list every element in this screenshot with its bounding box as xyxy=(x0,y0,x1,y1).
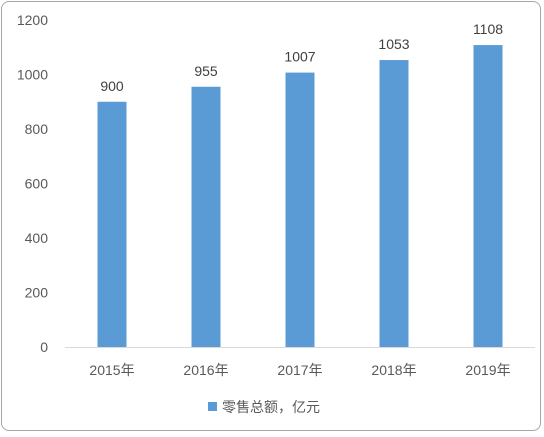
y-tick-label: 0 xyxy=(40,339,48,355)
y-tick-label: 1200 xyxy=(17,12,48,28)
x-axis: 2015年 2016年 2017年 2018年 2019年 xyxy=(89,362,510,378)
y-axis: 0 200 400 600 800 1000 1200 xyxy=(17,12,48,355)
data-label: 955 xyxy=(194,63,218,79)
bar-2019年 xyxy=(473,45,503,347)
legend-swatch xyxy=(208,402,217,411)
x-tick-label: 2017年 xyxy=(277,362,322,378)
legend: 零售总额，亿元 xyxy=(208,399,320,415)
y-tick-label: 200 xyxy=(25,285,49,301)
bar-2016年 xyxy=(191,86,221,347)
chart-frame: 0 200 400 600 800 1000 1200 900 955 1007 1053 1108… xyxy=(1,1,541,431)
x-tick-label: 2019年 xyxy=(465,362,510,378)
legend-label: 零售总额，亿元 xyxy=(222,399,320,415)
y-tick-label: 600 xyxy=(25,176,49,192)
data-label: 1007 xyxy=(284,49,315,65)
data-label: 900 xyxy=(100,78,124,94)
bars xyxy=(97,45,503,348)
data-label: 1108 xyxy=(473,21,503,37)
data-label: 1053 xyxy=(378,36,409,52)
bar-chart: 0 200 400 600 800 1000 1200 900 955 1007 1053 1108… xyxy=(17,12,535,415)
bar-2018年 xyxy=(379,60,409,348)
y-tick-label: 1000 xyxy=(17,67,48,83)
x-tick-label: 2015年 xyxy=(89,362,134,378)
x-tick-label: 2018年 xyxy=(371,362,416,378)
bar-2017年 xyxy=(285,72,315,347)
y-tick-label: 800 xyxy=(25,121,49,137)
data-labels: 900 955 1007 1053 1108 xyxy=(100,21,503,94)
bar-2015年 xyxy=(97,101,127,347)
x-tick-label: 2016年 xyxy=(183,362,228,378)
y-tick-label: 400 xyxy=(25,230,49,246)
